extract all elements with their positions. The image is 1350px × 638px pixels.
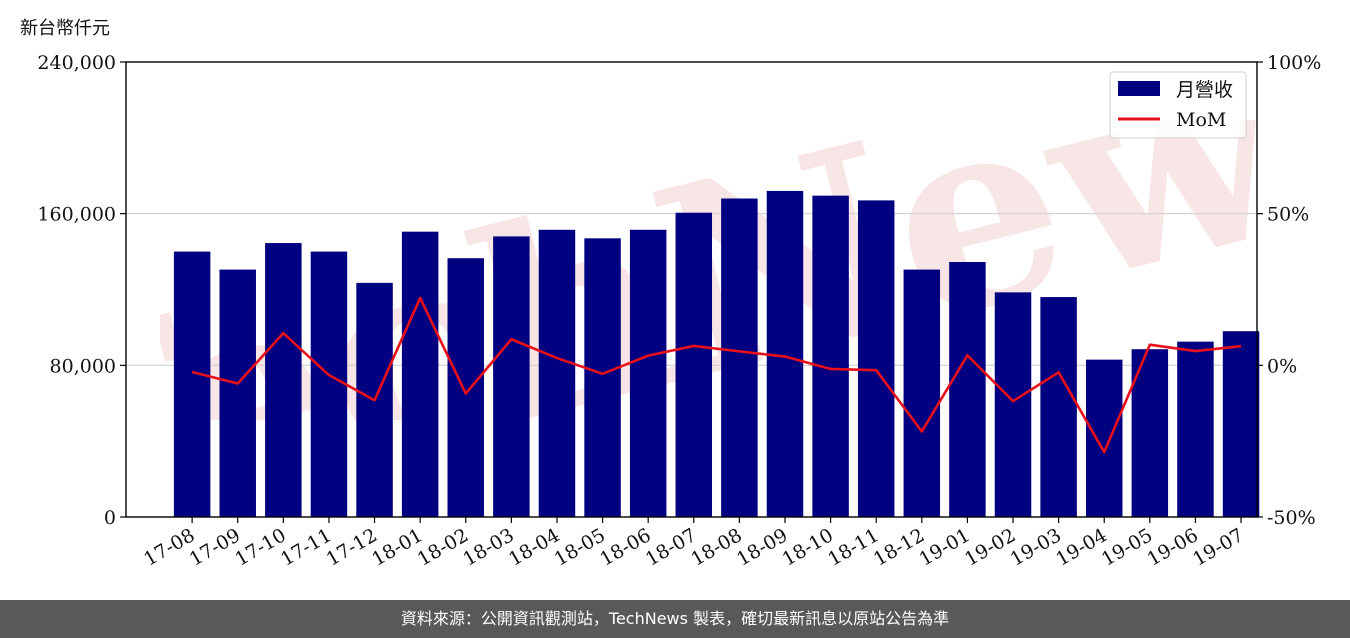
bar-19-04 bbox=[1085, 359, 1123, 517]
y-axis-unit-label: 新台幣仟元 bbox=[20, 18, 110, 39]
bar-19-03 bbox=[1040, 297, 1077, 517]
bar-18-04 bbox=[538, 229, 576, 517]
bar-18-08 bbox=[721, 198, 758, 517]
x-tick-label: 19-05 bbox=[1098, 524, 1156, 570]
x-tick-label: 19-02 bbox=[961, 524, 1019, 570]
x-tick-label: 18-09 bbox=[733, 524, 791, 570]
x-tick-label: 18-06 bbox=[596, 524, 654, 570]
bar-17-10 bbox=[265, 243, 302, 518]
y-left-tick-label: 80,000 bbox=[50, 355, 116, 377]
x-tick-label: 18-01 bbox=[368, 524, 426, 570]
legend-label-bar: 月營收 bbox=[1176, 79, 1233, 101]
x-tick-label: 19-04 bbox=[1052, 524, 1110, 570]
revenue-chart: 080,000160,000240,000-50%0%50%100%17-081… bbox=[37, 52, 1321, 571]
y-left-tick-label: 160,000 bbox=[37, 204, 116, 226]
plot-frame bbox=[125, 61, 1258, 518]
bar-18-05 bbox=[584, 238, 621, 517]
y-right-tick-label: 100% bbox=[1267, 52, 1321, 74]
bar-17-11 bbox=[310, 251, 348, 518]
bar-19-07 bbox=[1222, 331, 1260, 517]
y-left-tick-label: 0 bbox=[104, 507, 116, 529]
x-tick-label: 18-04 bbox=[505, 524, 563, 570]
bar-19-06 bbox=[1177, 341, 1214, 517]
x-tick-label: 18-07 bbox=[642, 524, 700, 570]
x-tick-label: 17-12 bbox=[323, 524, 381, 570]
y-right-tick-label: 0% bbox=[1267, 355, 1297, 377]
x-tick-label: 18-02 bbox=[414, 524, 472, 570]
x-tick-label: 17-08 bbox=[140, 524, 198, 570]
x-tick-label: 18-11 bbox=[824, 524, 882, 570]
source-footer: 資料來源：公開資訊觀測站，TechNews 製表，確切最新訊息以原站公告為準 bbox=[0, 600, 1350, 638]
x-tick-label: 18-10 bbox=[779, 524, 837, 570]
x-tick-label: 19-07 bbox=[1189, 524, 1247, 570]
bar-17-09 bbox=[219, 269, 256, 517]
bar-19-05 bbox=[1131, 349, 1169, 517]
bar-18-07 bbox=[675, 212, 713, 517]
bar-18-03 bbox=[493, 236, 530, 517]
bar-18-10 bbox=[812, 195, 849, 517]
y-left-tick-label: 240,000 bbox=[37, 52, 116, 74]
y-right-tick-label: 50% bbox=[1267, 204, 1309, 226]
bar-18-12 bbox=[903, 269, 941, 517]
x-tick-label: 17-10 bbox=[231, 524, 289, 570]
bar-17-08 bbox=[173, 251, 211, 518]
x-tick-label: 18-08 bbox=[687, 524, 745, 570]
x-tick-label: 19-06 bbox=[1143, 524, 1201, 570]
x-tick-label: 18-03 bbox=[459, 524, 517, 570]
bar-18-06 bbox=[629, 229, 667, 517]
x-tick-label: 17-09 bbox=[186, 524, 244, 570]
bar-18-01 bbox=[401, 231, 439, 518]
x-tick-label: 18-05 bbox=[551, 524, 609, 570]
y-right-tick-label: -50% bbox=[1267, 507, 1316, 529]
x-tick-label: 18-12 bbox=[870, 524, 928, 570]
x-tick-label: 19-01 bbox=[915, 524, 973, 570]
legend-swatch-bar bbox=[1118, 81, 1160, 96]
bar-19-02 bbox=[994, 292, 1032, 517]
x-tick-label: 17-11 bbox=[277, 524, 335, 570]
bar-18-11 bbox=[857, 200, 895, 518]
legend-label-line: MoM bbox=[1176, 109, 1226, 131]
mom-line bbox=[191, 296, 1242, 454]
bar-19-01 bbox=[949, 262, 986, 517]
bar-18-02 bbox=[447, 258, 484, 517]
x-tick-label: 19-03 bbox=[1007, 524, 1065, 570]
